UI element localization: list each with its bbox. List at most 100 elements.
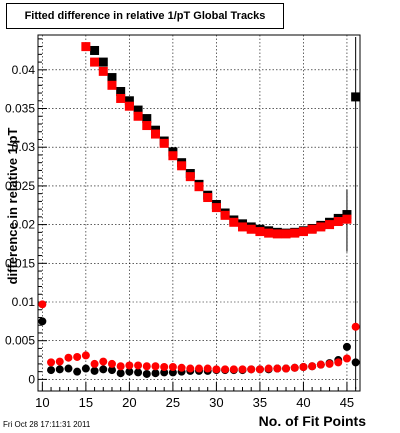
square-marker: [107, 80, 117, 90]
x-tick-label: 10: [35, 395, 49, 410]
y-tick-label: 0.025: [5, 179, 35, 193]
circle-marker: [38, 317, 47, 326]
y-tick-label: 0: [28, 372, 35, 386]
square-marker: [81, 42, 91, 52]
circle-marker: [255, 365, 264, 374]
circle-marker: [125, 367, 134, 376]
square-marker: [116, 93, 126, 103]
circle-marker: [282, 364, 291, 373]
axes: 10 15 20 25 30 35 40 45 0 0.005 0.01 0.015 0.02 0.025…: [5, 38, 357, 410]
square-marker: [342, 210, 352, 220]
square-marker: [307, 224, 317, 234]
y-axis-label: difference in relative 1/pT: [5, 128, 20, 285]
circle-marker: [308, 362, 317, 371]
square-marker: [211, 203, 221, 213]
circle-marker: [134, 368, 143, 377]
x-tick-label: 45: [340, 395, 354, 410]
square-marker: [116, 86, 126, 96]
square-marker: [159, 138, 169, 148]
square-marker: [177, 161, 187, 171]
circle-marker: [64, 353, 73, 362]
circle-marker: [351, 358, 360, 367]
square-marker: [168, 151, 178, 161]
circle-marker: [134, 361, 143, 370]
circle-marker: [342, 342, 351, 351]
circle-marker: [212, 365, 221, 374]
square-marker: [316, 222, 326, 232]
circle-marker: [151, 362, 160, 371]
circle-marker: [151, 369, 160, 378]
square-marker: [290, 228, 300, 238]
square-marker: [133, 105, 143, 115]
square-marker: [194, 182, 204, 192]
circle-marker: [47, 366, 56, 375]
square-marker: [124, 101, 134, 111]
circle-marker: [107, 366, 116, 375]
square-marker: [98, 66, 108, 76]
circle-marker: [351, 322, 360, 331]
square-marker: [342, 214, 352, 224]
circle-marker: [99, 365, 108, 374]
circle-marker: [342, 354, 351, 363]
square-marker: [142, 114, 152, 124]
circle-marker: [316, 360, 325, 369]
circle-marker: [186, 364, 195, 373]
circle-marker: [90, 359, 99, 368]
circle-marker: [177, 363, 186, 372]
square-marker: [220, 210, 230, 220]
circle-marker: [90, 366, 99, 375]
circle-marker: [229, 365, 238, 374]
chart-title-text: Fitted difference in relative 1/pT Globa…: [24, 10, 266, 22]
circle-marker: [116, 369, 125, 378]
y-tick-label: 0.01: [12, 295, 36, 309]
square-marker: [333, 217, 343, 227]
circle-marker: [142, 369, 151, 378]
timestamp: Fri Oct 28 17:11:31 2011: [3, 420, 91, 429]
x-axis-label: No. of Fit Points: [259, 413, 367, 429]
circle-marker: [55, 365, 64, 374]
circle-marker: [168, 363, 177, 372]
square-marker: [203, 193, 213, 203]
y-tick-label: 0.035: [5, 102, 35, 116]
circle-marker: [64, 364, 73, 373]
circle-marker: [203, 364, 212, 373]
circle-marker: [325, 359, 334, 368]
circle-marker: [290, 363, 299, 372]
square-marker: [264, 228, 274, 238]
square-marker: [124, 96, 134, 106]
square-marker: [133, 111, 143, 121]
x-tick-label: 25: [166, 395, 180, 410]
circle-marker: [125, 361, 134, 370]
y-tick-label: 0.03: [12, 140, 36, 154]
circle-marker: [81, 364, 90, 373]
circle-marker: [334, 358, 343, 367]
circle-marker: [73, 352, 82, 361]
circle-marker: [73, 367, 82, 376]
y-tick-label: 0.04: [12, 63, 36, 77]
y-tick-label: 0.005: [5, 334, 35, 348]
circle-marker: [221, 365, 230, 374]
x-tick-label: 30: [209, 395, 223, 410]
square-marker: [107, 73, 117, 83]
plot-frame: [37, 34, 361, 392]
square-marker: [281, 229, 291, 239]
square-marker: [142, 121, 152, 131]
circle-marker: [195, 364, 203, 373]
y-tick-label: 0.02: [12, 218, 36, 232]
data-marks: [38, 37, 361, 389]
grid: [38, 35, 360, 391]
circle-marker: [247, 365, 256, 374]
square-marker: [272, 229, 282, 239]
circle-marker: [47, 358, 56, 367]
circle-marker: [160, 363, 169, 372]
x-tick-label: 40: [296, 395, 310, 410]
square-marker: [150, 129, 160, 139]
circle-marker: [264, 364, 273, 373]
square-marker: [185, 172, 195, 182]
square-marker: [325, 220, 335, 230]
circle-marker: [55, 357, 64, 366]
square-marker: [298, 227, 308, 237]
circle-marker: [38, 300, 47, 309]
square-marker: [90, 45, 100, 55]
